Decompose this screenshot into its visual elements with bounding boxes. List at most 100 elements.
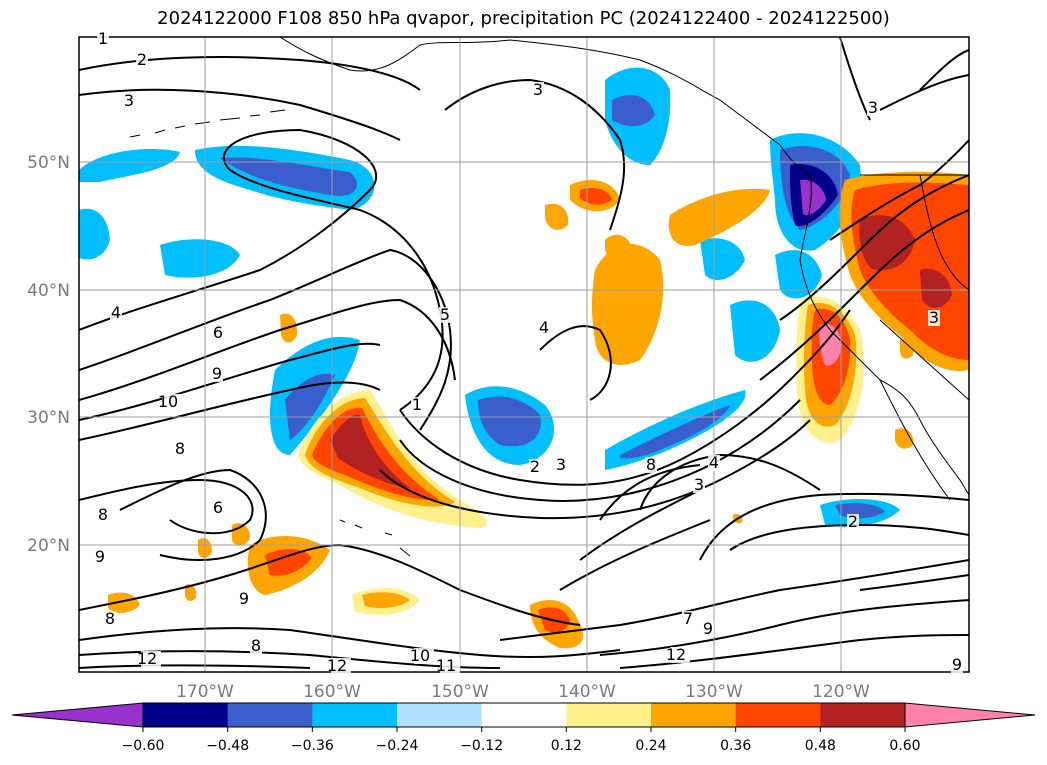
colorbar-extend-max	[904, 702, 1036, 728]
plot-frame	[78, 36, 970, 673]
positive-anomaly-regions	[108, 171, 969, 649]
colorbar-segment	[820, 703, 906, 727]
gridlines	[79, 37, 969, 672]
shaded-fields	[79, 67, 969, 649]
contour-label-halo	[211, 366, 223, 382]
contour-label: 10	[158, 392, 178, 411]
lon-label-140w: 140°W	[558, 682, 616, 702]
lon-label-120w: 120°W	[812, 682, 870, 702]
contour-label: 3	[124, 91, 134, 110]
contour-label: 3	[929, 308, 939, 327]
contour-label-halo	[538, 320, 550, 336]
colorbar-extend-min	[11, 702, 144, 728]
lon-label-160w: 160°W	[303, 682, 361, 702]
contour-label: 4	[709, 453, 719, 472]
contour-label-halo	[136, 52, 148, 68]
lat-label-50: 50°N	[27, 153, 70, 173]
colorbar-tick-label: 0.24	[635, 738, 666, 754]
contour-label: 12	[327, 656, 347, 675]
colorbar-segment	[397, 703, 483, 727]
contour-label-halo	[555, 457, 567, 473]
contour-label-halo	[238, 591, 250, 607]
contour-label-halo	[532, 82, 544, 98]
contour-label-halo	[94, 549, 106, 565]
contour-label-halo	[708, 455, 720, 471]
contour-label-halo	[928, 310, 940, 326]
colorbar-segment	[566, 703, 652, 727]
lon-label-130w: 130°W	[685, 682, 743, 702]
colorbar-tick-label: 0.12	[551, 738, 582, 754]
contour-label-halo	[693, 477, 705, 493]
colorbar-tick-label: −0.12	[460, 738, 503, 754]
contour-label: 4	[111, 303, 121, 322]
contour-label: 5	[440, 305, 450, 324]
contour-label-halo	[212, 500, 224, 516]
contour-label-halo	[141, 651, 161, 667]
colorbar-frame	[142, 702, 906, 728]
contour-label: 8	[251, 636, 261, 655]
contour-label: 9	[239, 589, 249, 608]
colorbar-segment	[481, 703, 567, 727]
contour-label-halo	[97, 31, 109, 47]
lat-label-40: 40°N	[27, 281, 70, 301]
colorbar-segment	[651, 703, 737, 727]
contour-label: 8	[98, 505, 108, 524]
negative-anomaly-regions	[79, 67, 900, 527]
contour-label: 8	[175, 439, 185, 458]
colorbar-segment	[312, 703, 398, 727]
contour-label-halo	[162, 394, 182, 410]
colorbar-tick-label: −0.24	[376, 738, 419, 754]
contour-label-halo	[440, 658, 460, 674]
contour-label-halo	[104, 611, 116, 627]
contour-label-halo	[212, 325, 224, 341]
contour-label-halo	[414, 648, 434, 664]
contour-label: 12	[666, 645, 686, 664]
contour-label-halo	[250, 638, 262, 654]
lon-label-150w: 150°W	[431, 682, 489, 702]
contour-label-halo	[670, 647, 690, 663]
contour-label-halo	[951, 657, 963, 673]
colorbar-tick-label: 0.48	[805, 738, 836, 754]
colorbar-tick-label: −0.48	[206, 738, 249, 754]
contour-label: 4	[539, 318, 549, 337]
contour-label: 9	[703, 619, 713, 638]
lat-label-30: 30°N	[27, 408, 70, 428]
contour-label-halo	[439, 307, 451, 323]
contour-label-halo	[529, 459, 541, 475]
contour-label-halo	[174, 441, 186, 457]
contour-label: 2	[530, 457, 540, 476]
contour-label: 12	[137, 649, 157, 668]
contour-label: 6	[213, 323, 223, 342]
coastlines	[129, 37, 969, 557]
contour-label: 3	[868, 98, 878, 117]
contour-label-halo	[97, 507, 109, 523]
contour-label-halo	[847, 514, 859, 530]
contour-label: 10	[410, 646, 430, 665]
contour-label-halo	[702, 621, 714, 637]
contour-label: 9	[952, 655, 962, 674]
contour-label: 3	[694, 475, 704, 494]
lon-label-170w: 170°W	[176, 682, 234, 702]
contour-label-halo	[867, 100, 879, 116]
colorbar: −0.60 −0.48 −0.36 −0.24 −0.12 0.12 0.24 0.36 0.4…	[11, 702, 1036, 754]
contour-label: 2	[137, 50, 147, 69]
contour-label-halo	[411, 397, 423, 413]
contour-label: 8	[105, 609, 115, 628]
contour-label: 7	[683, 609, 693, 628]
chart-title: 2024122000 F108 850 hPa qvapor, precipit…	[157, 8, 890, 29]
colorbar-segment	[227, 703, 313, 727]
colorbar-tick-label: 0.36	[720, 738, 751, 754]
contour-label-halo	[645, 457, 657, 473]
colorbar-tick-label: −0.36	[291, 738, 334, 754]
contour-label-halo	[110, 305, 122, 321]
lat-label-20: 20°N	[27, 536, 70, 556]
contour-label-halo	[123, 93, 135, 109]
contour-label: 2	[848, 512, 858, 531]
colorbar-segment	[735, 703, 821, 727]
contour-label-halo	[682, 611, 694, 627]
contour-label: 3	[533, 80, 543, 99]
colorbar-tick-label: 0.60	[889, 738, 920, 754]
contour-label: 9	[95, 547, 105, 566]
